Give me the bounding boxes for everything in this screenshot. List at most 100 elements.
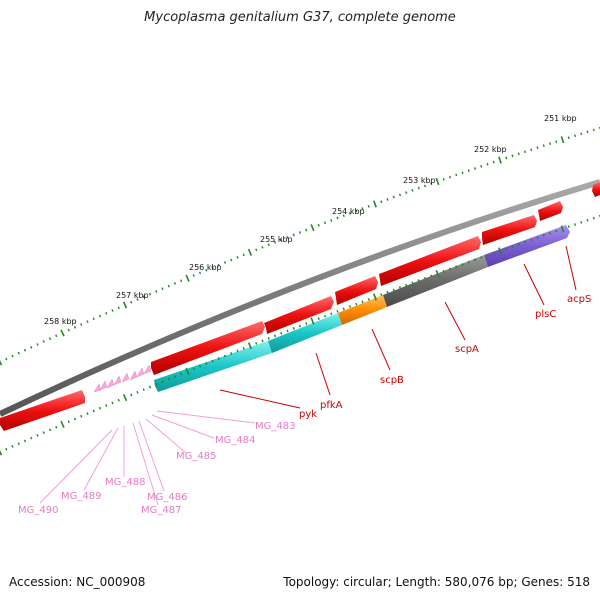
gene-pink-7[interactable] <box>136 367 145 378</box>
inner-ring-minor-tick <box>236 349 239 353</box>
inner-ring-minor-tick <box>423 276 427 280</box>
outer-ring-minor-tick <box>73 325 77 329</box>
leader-line-pyk <box>219 389 301 409</box>
gene-label-mg487[interactable]: MG_487 <box>141 505 181 516</box>
outer-ring-minor-tick <box>417 186 420 190</box>
inner-ring-minor-tick <box>355 302 358 306</box>
outer-ring-minor-tick <box>448 175 452 179</box>
inner-ring-minor-tick <box>461 263 464 266</box>
gene-red-fwd-7[interactable] <box>592 182 600 197</box>
inner-ring-minor-tick <box>473 258 477 262</box>
outer-ring-minor-tick <box>267 243 270 247</box>
gene-pink-2[interactable] <box>99 380 108 391</box>
gene-red-fwd-6[interactable] <box>538 201 563 221</box>
outer-ring-major-tick <box>435 177 440 186</box>
outer-ring-minor-tick <box>411 189 414 192</box>
genome-summary-text: Topology: circular; Length: 580,076 bp; … <box>283 575 590 589</box>
gene-label-mg488[interactable]: MG_488 <box>105 477 145 488</box>
inner-ring-minor-tick <box>130 393 133 397</box>
leader-line-mg490 <box>39 429 113 504</box>
leader-line-mg485 <box>145 418 187 454</box>
inner-ring-minor-tick <box>398 286 402 289</box>
gene-label-pfkA[interactable]: pfkA <box>320 400 343 411</box>
outer-ring-minor-tick <box>305 228 308 232</box>
gene-label-mg486[interactable]: MG_486 <box>147 492 187 503</box>
outer-ring-minor-tick <box>361 207 364 211</box>
inner-ring-minor-tick <box>286 329 289 333</box>
inner-ring-minor-tick <box>586 218 589 222</box>
inner-ring-minor-tick <box>148 385 152 389</box>
gene-label-plsC[interactable]: plsC <box>535 309 556 320</box>
inner-ring-minor-tick <box>592 216 595 220</box>
gene-label-mg489[interactable]: MG_489 <box>61 491 101 502</box>
inner-ring-minor-tick <box>73 417 77 421</box>
outer-ring-major-tick <box>60 329 65 337</box>
inner-ring-minor-tick <box>323 314 327 318</box>
gene-red-fwd-5[interactable] <box>482 215 537 245</box>
outer-ring-minor-tick <box>455 173 458 177</box>
inner-ring-minor-tick <box>380 293 383 297</box>
outer-ring-minor-tick <box>486 162 489 166</box>
gene-purple-plsC[interactable] <box>484 225 570 267</box>
gene-red-fwd-1[interactable] <box>151 321 265 375</box>
outer-ring-minor-tick <box>98 314 102 318</box>
gene-red-rev-left[interactable] <box>0 390 85 431</box>
outer-ring-minor-tick <box>261 245 264 249</box>
outer-ring-minor-tick <box>236 256 239 259</box>
inner-ring-minor-tick <box>330 312 333 316</box>
gene-red-fwd-4[interactable] <box>379 236 481 286</box>
inner-ring-minor-tick <box>155 383 158 386</box>
outer-ring-minor-tick <box>42 340 45 343</box>
gene-pink-8[interactable] <box>143 364 152 375</box>
gene-label-scpA[interactable]: scpA <box>455 344 479 355</box>
gene-pink-3[interactable] <box>106 378 115 389</box>
inner-ring-minor-tick <box>80 414 83 418</box>
gene-gray-scpA[interactable] <box>383 255 488 307</box>
gene-pink-1[interactable] <box>93 383 102 393</box>
inner-ring-minor-tick <box>23 439 27 443</box>
outer-ring-minor-tick <box>336 216 339 220</box>
gene-label-mg484[interactable]: MG_484 <box>215 435 255 446</box>
outer-ring-minor-tick <box>17 351 20 355</box>
gene-orange-scpB[interactable] <box>338 295 387 325</box>
outer-ring-minor-tick <box>586 130 589 134</box>
inner-ring-minor-tick <box>298 324 302 328</box>
inner-ring-minor-tick <box>536 236 539 239</box>
inner-ring-minor-tick <box>117 398 120 402</box>
gene-cyan-pyk[interactable] <box>154 341 272 392</box>
outer-ring-minor-tick <box>180 279 183 283</box>
gene-pink-6[interactable] <box>129 370 138 381</box>
outer-ring-minor-tick <box>230 258 233 262</box>
outer-ring-minor-tick <box>105 311 108 315</box>
outer-ring-minor-tick <box>405 191 408 195</box>
inner-ring-minor-tick <box>455 265 458 269</box>
outer-ring-minor-tick <box>117 306 120 310</box>
scale-label-257: 257 kbp <box>116 291 149 300</box>
outer-ring-minor-tick <box>480 164 483 168</box>
gene-label-mg490[interactable]: MG_490 <box>18 505 58 516</box>
outer-ring-minor-tick <box>505 156 508 160</box>
genome-backbone <box>0 179 600 417</box>
gene-label-mg485[interactable]: MG_485 <box>176 451 216 462</box>
gene-red-fwd-2[interactable] <box>264 296 334 334</box>
outer-ring-minor-tick <box>536 146 539 150</box>
gene-label-mg483[interactable]: MG_483 <box>255 421 295 432</box>
inner-ring-minor-tick <box>230 352 233 355</box>
leader-line-mg483 <box>156 410 256 424</box>
gene-label-pyk[interactable]: pyk <box>299 409 317 420</box>
map-title: Mycoplasma genitalium G37, complete geno… <box>144 10 456 25</box>
gene-red-fwd-3[interactable] <box>335 276 378 305</box>
gene-cyan-pfkA[interactable] <box>268 313 342 353</box>
gene-label-acpS[interactable]: acpS <box>567 294 591 305</box>
scale-label-253: 253 kbp <box>403 176 436 185</box>
outer-ring-minor-tick <box>592 128 595 132</box>
gene-label-scpB[interactable]: scpB <box>380 375 404 386</box>
gene-pink-4[interactable] <box>113 375 122 386</box>
leader-line-pfkA <box>315 352 331 396</box>
outer-ring-major-tick <box>0 360 3 366</box>
inner-ring-major-tick <box>0 450 3 456</box>
outer-ring-minor-tick <box>67 328 70 332</box>
gene-pink-5[interactable] <box>121 372 130 383</box>
pink-label-lines <box>39 410 256 506</box>
inner-ring-minor-tick <box>573 223 577 226</box>
